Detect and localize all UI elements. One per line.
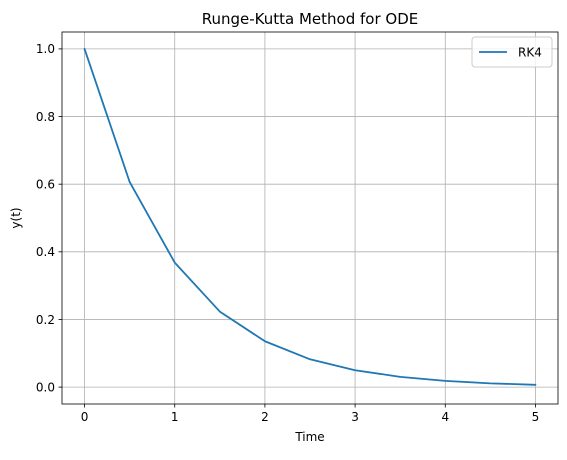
y-tick-label: 0.2 — [36, 313, 55, 327]
legend-box — [471, 36, 553, 68]
series-line-rk4 — [83, 48, 537, 386]
plot-area-frame — [61, 31, 559, 405]
y-axis-label: y(t) — [9, 207, 23, 228]
y-tick-label: 0.4 — [36, 245, 55, 259]
x-tick-label: 3 — [351, 410, 359, 424]
legend-label-rk4: RK4 — [518, 46, 542, 60]
x-tick-label: 4 — [441, 410, 449, 424]
x-tick-label: 2 — [261, 410, 269, 424]
y-tick-label: 1.0 — [36, 42, 55, 56]
x-tick-label: 0 — [81, 410, 89, 424]
ticks-layer: 0 1 2 3 4 5 0.0 0.2 0.4 0.6 0.8 1.0 — [36, 42, 539, 424]
y-tick-label: 0.0 — [36, 380, 55, 394]
y-tick-label: 0.6 — [36, 177, 55, 191]
grid-layer — [62, 32, 558, 404]
x-tick-label: 1 — [171, 410, 179, 424]
chart-title: Runge-Kutta Method for ODE — [202, 10, 419, 28]
legend: RK4 — [471, 36, 553, 68]
y-tick-label: 0.8 — [36, 110, 55, 124]
x-axis-label: Time — [294, 430, 324, 444]
x-tick-label: 5 — [532, 410, 540, 424]
series-layer — [83, 48, 537, 386]
